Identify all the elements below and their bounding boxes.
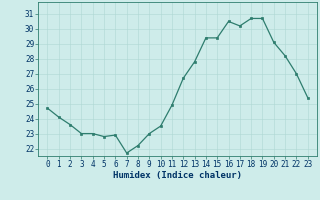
X-axis label: Humidex (Indice chaleur): Humidex (Indice chaleur) — [113, 171, 242, 180]
